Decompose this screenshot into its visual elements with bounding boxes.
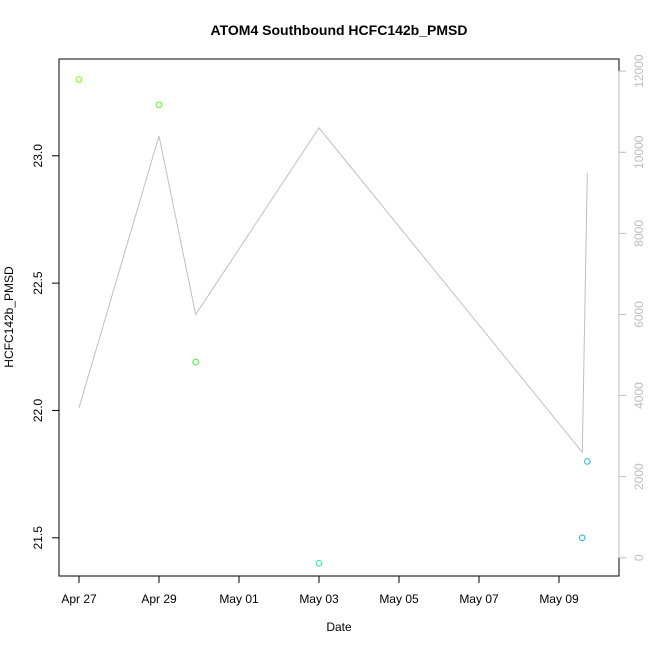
y2-tick-label: 8000 (632, 220, 646, 247)
y2-tick-label: 4000 (632, 382, 646, 409)
data-point (315, 560, 323, 567)
data-point (579, 534, 586, 542)
y-tick-label: 22.0 (31, 398, 45, 422)
y2-tick-label: 2000 (632, 463, 646, 490)
x-tick-label: May 01 (219, 592, 259, 606)
chart-title: ATOM4 Southbound HCFC142b_PMSD (211, 22, 468, 38)
x-tick-label: May 07 (459, 592, 499, 606)
y2-tick-label: 0 (632, 554, 646, 561)
data-point (155, 101, 163, 109)
y2-tick-label: 12000 (632, 54, 646, 88)
y2-tick-label: 6000 (632, 301, 646, 328)
x-axis: Apr 27 Apr 29 May 01 May 03 May 05 May 07 May … (61, 575, 579, 606)
x-tick-label: Apr 27 (61, 592, 97, 606)
data-point (192, 358, 199, 366)
data-point (75, 76, 83, 83)
x-tick-label: Apr 29 (141, 592, 177, 606)
secondary-line-series (78, 127, 588, 454)
x-tick-label: May 03 (299, 592, 339, 606)
x-tick-label: May 09 (539, 592, 579, 606)
data-point (584, 458, 591, 465)
y2-tick-label: 10000 (632, 135, 646, 169)
y-tick-label: 21.5 (31, 526, 45, 550)
y-tick-label: 22.5 (31, 271, 45, 295)
y-axis-label: HCFC142b_PMSD (2, 266, 16, 368)
scatter-series (75, 76, 591, 567)
line-series-path (78, 127, 588, 454)
x-axis-label: Date (326, 620, 352, 634)
y-axis: 21.5 22.0 22.5 23.0 (31, 144, 60, 550)
plot-frame (58, 58, 620, 577)
x-tick-label: May 05 (379, 592, 419, 606)
y2-axis: 0 2000 4000 6000 8000 10000 12000 (618, 54, 646, 561)
y-tick-label: 23.0 (31, 144, 45, 168)
